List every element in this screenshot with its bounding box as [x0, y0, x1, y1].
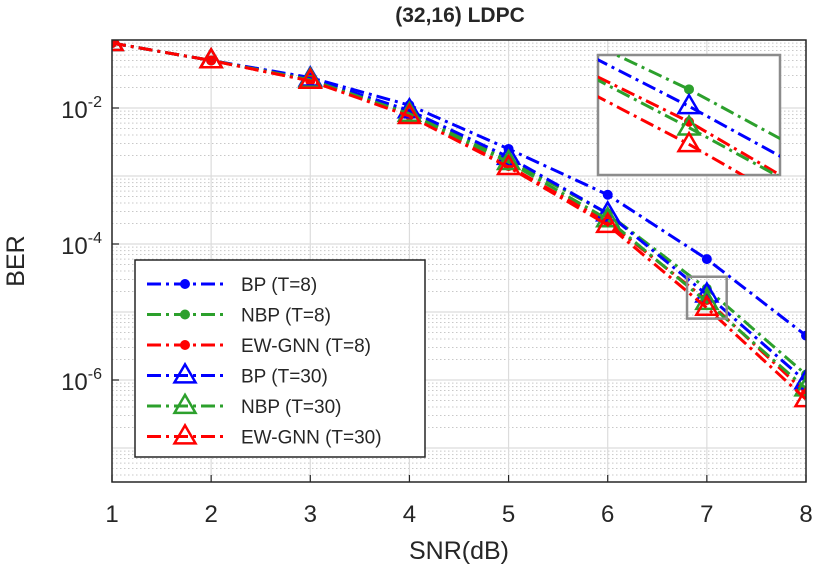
data-point: [694, 288, 720, 311]
data-point: [297, 67, 323, 90]
inset-data-point: [684, 84, 694, 95]
y-tick-label: 10-2: [61, 94, 102, 124]
series-line: [112, 41, 806, 401]
data-point: [495, 153, 522, 176]
legend-marker: [180, 340, 190, 350]
series-layer: [112, 40, 806, 408]
legend-marker: [180, 279, 190, 289]
legend-label: BP (T=8): [241, 275, 317, 296]
data-point: [793, 385, 806, 408]
x-tick-label: 2: [204, 501, 217, 528]
data-point: [793, 367, 806, 390]
y-tick-exponent: -4: [88, 230, 102, 247]
data-point: [595, 211, 621, 234]
y-tick-label: 10-4: [61, 230, 102, 260]
legend-entry: BP (T=30): [147, 361, 328, 388]
y-tick-label: 10-6: [61, 366, 102, 396]
legend-entry: BP (T=8): [147, 275, 317, 296]
inset-series-line: [598, 78, 780, 175]
y-tick-exponent: -6: [88, 366, 102, 383]
data-point: [595, 199, 621, 222]
x-tick-label: 5: [502, 501, 515, 528]
y-axis-label: BER: [2, 235, 30, 286]
data-point: [694, 294, 720, 316]
axis-layer: 10-210-410-61 2 3 4 5 6 7 8: [61, 94, 813, 528]
legend-label: EW-GNN (T=30): [241, 428, 382, 449]
y-tick-base: 10: [61, 97, 88, 124]
legend-box: [134, 259, 426, 458]
data-point: [801, 330, 806, 341]
legend-label: BP (T=30): [241, 367, 328, 388]
inset-data-point: [676, 130, 702, 153]
x-tick-label: 6: [601, 501, 614, 528]
plot-frame: [111, 39, 807, 483]
data-point: [396, 102, 423, 125]
y-tick-base: 10: [61, 369, 88, 396]
legend: BP (T=8) NBP (T=8) EW-GNN (T=8) BP (T=30) NB…: [134, 259, 426, 458]
inset-series-3: [598, 58, 780, 158]
data-point: [198, 46, 224, 69]
inset-zoom: [596, 0, 782, 177]
legend-entry: NBP (T=30): [147, 392, 342, 418]
data-point: [495, 143, 522, 166]
inset-data-point: [685, 0, 694, 9]
series-5: [112, 40, 806, 408]
legend-marker: [180, 309, 190, 320]
y-tick-exponent: -2: [88, 94, 102, 111]
legend-marker: [172, 392, 198, 415]
legend-label: EW-GNN (T=8): [241, 336, 371, 357]
legend-entry: EW-GNN (T=8): [147, 336, 371, 357]
x-tick-label: 8: [799, 501, 812, 528]
legend-label: NBP (T=30): [241, 397, 342, 418]
data-point: [602, 189, 613, 200]
inset-series-line: [598, 95, 746, 175]
data-point: [495, 148, 522, 171]
data-point: [701, 254, 712, 265]
data-point: [793, 374, 806, 397]
legend-entry: NBP (T=8): [147, 306, 331, 327]
legend-entry: EW-GNN (T=30): [147, 422, 382, 449]
legend-marker: [172, 422, 198, 445]
inset-series-5: [598, 95, 746, 175]
legend-label: NBP (T=8): [241, 306, 331, 327]
y-tick-base: 10: [61, 233, 88, 260]
x-tick-label: 4: [403, 501, 416, 528]
data-point: [112, 40, 125, 52]
zoom-region-box: [685, 275, 728, 320]
inset-series-group: [598, 0, 780, 175]
x-axis-label: SNR(dB): [409, 537, 509, 565]
legend-marker: [172, 361, 198, 384]
x-tick-label: 3: [304, 501, 317, 528]
inset-data-point: [676, 92, 702, 115]
x-tick-label: 7: [700, 501, 713, 528]
chart-title: (32,16) LDPC: [395, 4, 525, 27]
x-tick-label: 1: [105, 501, 118, 528]
zoom-region-rect: [685, 275, 728, 320]
